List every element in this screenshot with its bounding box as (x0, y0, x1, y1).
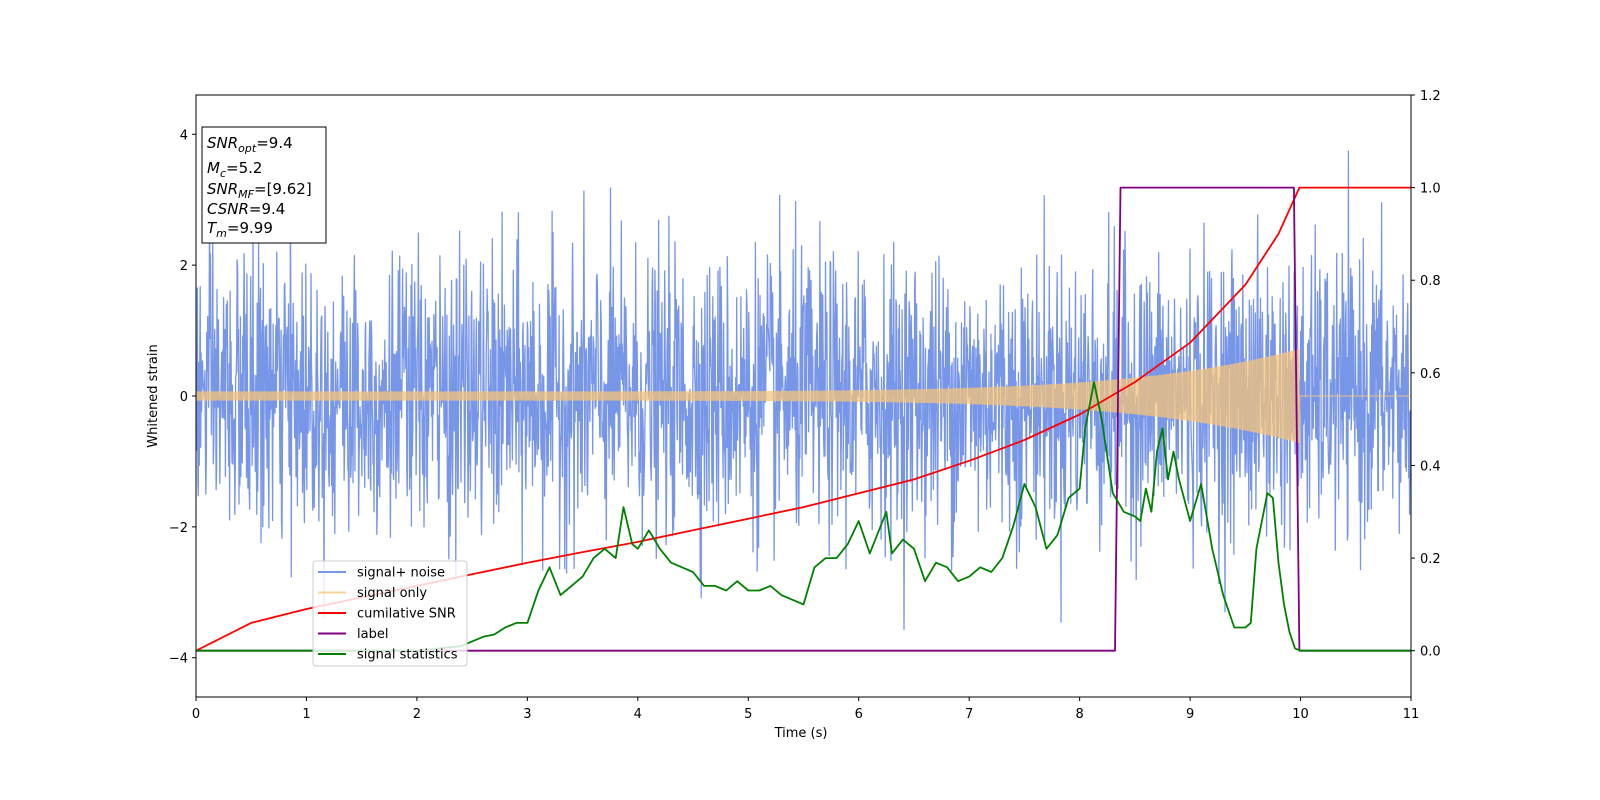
x-tick-label: 5 (744, 707, 752, 722)
y-left-tick-label: 2 (180, 259, 188, 274)
x-tick-label: 1 (302, 707, 310, 722)
y-left-tick-label: −4 (169, 652, 188, 667)
x-tick-label: 4 (634, 707, 642, 722)
legend-label: cumilative SNR (357, 607, 456, 622)
y-axis-label-left: Whitened strain (146, 344, 161, 447)
legend-frame (312, 560, 468, 667)
y-right-tick-label: 1.0 (1420, 182, 1441, 197)
info-line: Tm=9.99 (207, 219, 273, 240)
series-signal-only (196, 348, 1411, 444)
x-axis: 0 1 2 3 4 5 6 7 8 9 10 11 (192, 697, 1419, 722)
x-tick-label: 3 (523, 707, 531, 722)
x-tick-label: 10 (1292, 707, 1309, 722)
y-right-tick-label: 0.2 (1420, 552, 1441, 567)
y-right-tick-label: 0.4 (1420, 459, 1441, 474)
legend-label: signal only (357, 586, 427, 601)
legend-label: signal+ noise (357, 566, 445, 581)
info-line: Mc=5.2 (207, 159, 262, 180)
y-right-tick-label: 0.0 (1420, 645, 1441, 660)
legend-label: label (357, 627, 388, 642)
y-left-tick-label: 0 (180, 390, 188, 405)
series-signal-statistics (196, 381, 1411, 652)
y-axis-left: −4 −2 0 2 4 (169, 128, 196, 667)
x-tick-label: 2 (413, 707, 421, 722)
y-left-tick-label: −2 (169, 521, 188, 536)
y-right-tick-label: 0.8 (1420, 274, 1441, 289)
y-right-tick-label: 1.2 (1420, 89, 1441, 104)
signal-only-series (196, 348, 1411, 444)
x-tick-label: 8 (1075, 707, 1083, 722)
x-tick-label: 9 (1186, 707, 1194, 722)
x-tick-label: 6 (855, 707, 863, 722)
y-right-tick-label: 0.6 (1420, 367, 1441, 382)
x-tick-label: 7 (965, 707, 973, 722)
y-left-tick-label: 4 (180, 128, 188, 143)
x-axis-label: Time (s) (774, 726, 828, 741)
info-line: SNRMF=[9.62] (207, 180, 312, 201)
info-line: CSNR=9.4 (207, 200, 285, 218)
legend: signal+ noise signal only cumilative SNR la… (312, 560, 468, 667)
info-box: SNRopt=9.4 Mc=5.2SNRMF=[9.62]CSNR=9.4Tm=9… (201, 126, 327, 244)
y-axis-right: 0.0 0.2 0.4 0.6 0.8 1.0 1.2 (1411, 89, 1441, 660)
x-tick-label: 11 (1403, 707, 1420, 722)
x-tick-label: 0 (192, 707, 200, 722)
legend-label: signal statistics (357, 648, 458, 663)
info-line: SNRopt=9.4 (207, 134, 293, 155)
